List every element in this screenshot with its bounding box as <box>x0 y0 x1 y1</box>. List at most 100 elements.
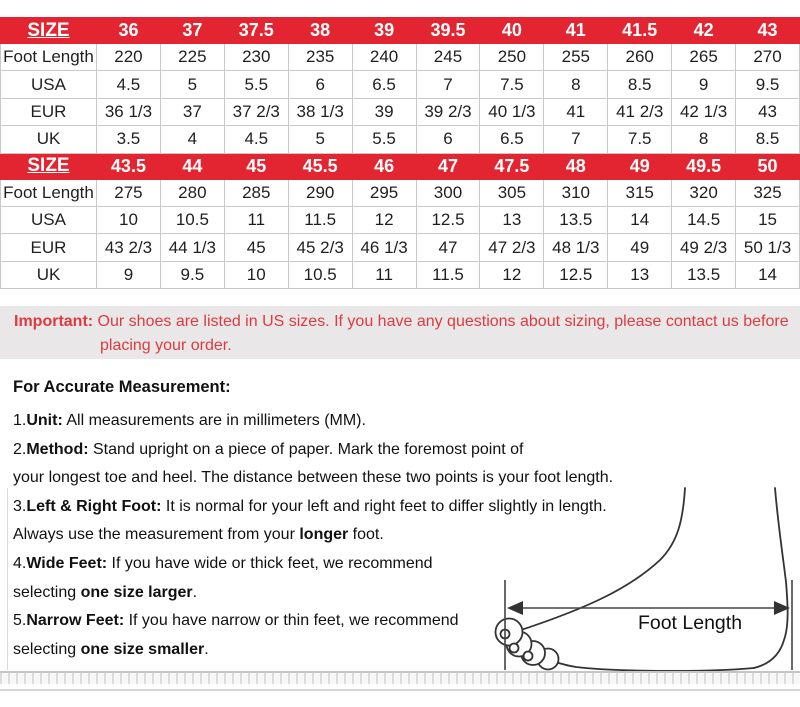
row-label: USA <box>0 205 97 235</box>
size-value-cell: 49 <box>607 233 673 262</box>
size-header-row: SIZE 36 37 37.5 38 39 39.5 40 41 41.5 42 43 <box>0 17 800 44</box>
size-header-cell: 48 <box>543 152 609 180</box>
size-value-cell: 15 <box>735 205 800 235</box>
size-data-row: USA 4.5 5 5.5 6 6.5 7 7.5 8 8.5 9 9.5 <box>0 70 800 99</box>
size-value-cell: 285 <box>223 178 289 207</box>
important-note-label: Important: <box>14 313 94 330</box>
instruction-line: your longest toe and heel. The distance … <box>13 469 614 487</box>
size-value-cell: 11.5 <box>287 205 353 235</box>
size-header-cell: 36 <box>96 17 161 44</box>
foot-instep-line <box>517 487 686 632</box>
size-value-cell: 4.5 <box>223 125 289 154</box>
size-value-cell: 13 <box>607 260 673 290</box>
size-value-cell: 44 1/3 <box>159 233 225 262</box>
size-value-cell: 40 1/3 <box>479 97 545 127</box>
size-value-cell: 7 <box>543 125 609 154</box>
size-header-cell: 41 <box>543 17 609 44</box>
ruler-strip <box>0 671 800 691</box>
size-header-cell: 43 <box>735 17 800 44</box>
size-header-cell: 45 <box>223 152 289 180</box>
size-value-cell: 305 <box>479 178 545 207</box>
size-value-cell: 325 <box>735 178 800 207</box>
foot-length-label: Foot Length <box>638 612 742 634</box>
size-header-cell: 42 <box>671 17 737 44</box>
size-value-cell: 9 <box>96 260 161 290</box>
size-value-cell: 250 <box>479 42 545 72</box>
size-header-cell: 49.5 <box>671 152 737 180</box>
size-header-cell: 47.5 <box>479 152 545 180</box>
size-value-cell: 10.5 <box>287 260 353 290</box>
size-value-cell: 275 <box>96 178 161 207</box>
size-value-cell: 13.5 <box>671 260 737 290</box>
instruction-line: 1.Unit: All measurements are in millimet… <box>13 412 366 429</box>
size-value-cell: 7.5 <box>607 125 673 154</box>
size-value-cell: 8.5 <box>607 70 673 99</box>
size-data-row: Foot Length 220 225 230 235 240 245 250 255 260 26… <box>0 42 800 72</box>
size-value-cell: 8 <box>671 125 737 154</box>
size-header-cell: 37 <box>159 17 225 44</box>
important-note: Important: Our shoes are listed in US si… <box>0 306 800 359</box>
row-label: UK <box>0 125 97 154</box>
size-value-cell: 9.5 <box>735 70 800 99</box>
size-value-cell: 255 <box>543 42 609 72</box>
size-header-cell: 49 <box>607 152 673 180</box>
size-value-cell: 7.5 <box>479 70 545 99</box>
size-value-cell: 320 <box>671 178 737 207</box>
size-value-cell: 45 <box>223 233 289 262</box>
size-header-cell: 41.5 <box>607 17 673 44</box>
row-label: Foot Length <box>0 178 97 207</box>
size-value-cell: 270 <box>735 42 800 72</box>
size-value-cell: 11 <box>223 205 289 235</box>
size-value-cell: 10.5 <box>159 205 225 235</box>
row-label: EUR <box>0 97 97 127</box>
size-value-cell: 5 <box>287 125 353 154</box>
size-value-cell: 9.5 <box>159 260 225 290</box>
size-header-row: SIZE 43.5 44 45 45.5 46 47 47.5 48 49 49.5 50 <box>0 152 800 180</box>
size-value-cell: 5.5 <box>223 70 289 99</box>
size-value-cell: 6.5 <box>351 70 417 99</box>
size-value-cell: 10 <box>96 205 161 235</box>
size-value-cell: 39 2/3 <box>415 97 481 127</box>
size-header-cell: 37.5 <box>223 17 289 44</box>
size-value-cell: 14 <box>607 205 673 235</box>
measurement-guides <box>504 580 793 670</box>
size-header-cell: 38 <box>287 17 353 44</box>
instruction-line: 5.Narrow Feet: If you have narrow or thi… <box>13 612 459 630</box>
size-value-cell: 13.5 <box>543 205 609 235</box>
size-value-cell: 42 1/3 <box>671 97 737 127</box>
size-value-cell: 6 <box>287 70 353 99</box>
size-data-row: UK 3.5 4 4.5 5 5.5 6 6.5 7 7.5 8 8.5 <box>0 125 800 154</box>
arrowheads <box>507 601 790 615</box>
size-value-cell: 295 <box>351 178 417 207</box>
size-chart-body: SIZE 36 37 37.5 38 39 39.5 40 41 41.5 42 43 Foot Len… <box>0 17 800 290</box>
instruction-line: 3.Left & Right Foot: It is normal for yo… <box>13 497 607 515</box>
size-value-cell: 11 <box>351 260 417 290</box>
row-label: USA <box>0 70 97 99</box>
size-value-cell: 3.5 <box>96 125 161 154</box>
size-value-cell: 310 <box>543 178 609 207</box>
size-value-cell: 46 1/3 <box>351 233 417 262</box>
instruction-line: Always use the measurement from your lon… <box>13 526 384 544</box>
size-value-cell: 39 <box>351 97 417 127</box>
size-value-cell: 14 <box>735 260 800 290</box>
size-value-cell: 43 <box>735 97 800 127</box>
size-header-cell: 44 <box>159 152 225 180</box>
size-value-cell: 315 <box>607 178 673 207</box>
size-value-cell: 37 <box>159 97 225 127</box>
row-label: EUR <box>0 233 97 262</box>
size-header-label: SIZE <box>0 152 97 180</box>
size-value-cell: 43 2/3 <box>96 233 161 262</box>
size-value-cell: 37 2/3 <box>223 97 289 127</box>
size-header-label: SIZE <box>0 17 97 44</box>
size-data-row: Foot Length 275 280 285 290 295 300 305 310 315 32… <box>0 178 800 207</box>
size-value-cell: 45 2/3 <box>287 233 353 262</box>
size-value-cell: 5.5 <box>351 125 417 154</box>
instruction-line: selecting one size smaller. <box>13 640 209 658</box>
size-header-cell: 40 <box>479 17 545 44</box>
size-value-cell: 260 <box>607 42 673 72</box>
important-note-text: Our shoes are listed in US sizes. If you… <box>93 313 789 354</box>
size-value-cell: 12 <box>351 205 417 235</box>
size-value-cell: 10 <box>223 260 289 290</box>
size-value-cell: 265 <box>671 42 737 72</box>
size-value-cell: 47 2/3 <box>479 233 545 262</box>
